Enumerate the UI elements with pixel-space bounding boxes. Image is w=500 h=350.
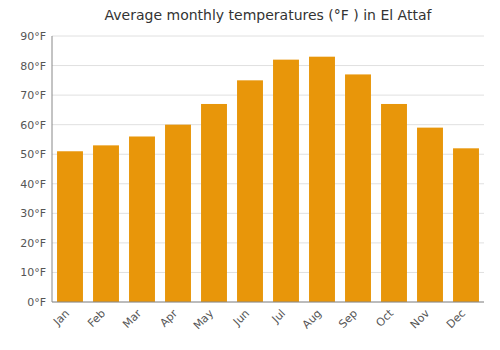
y-tick-label: 30°F (20, 207, 46, 220)
bar (453, 148, 479, 302)
y-tick-label: 50°F (20, 148, 46, 161)
x-tick-label: Nov (408, 307, 433, 332)
grid-line (52, 124, 484, 125)
y-tick-label: 80°F (20, 60, 46, 73)
x-tick-label: Feb (85, 307, 108, 330)
grid-line (52, 302, 484, 303)
grid-line (52, 65, 484, 66)
y-tick-label: 0°F (27, 296, 46, 309)
title: Average monthly temperatures (°F ) in El… (105, 7, 433, 23)
grid-line (52, 36, 484, 37)
bar (309, 57, 335, 302)
chart: Average monthly temperatures (°F ) in El… (0, 0, 500, 350)
y-tick-label: 60°F (20, 119, 46, 132)
x-tick-label: Sep (336, 307, 360, 331)
bar (417, 128, 443, 302)
y-tick-label: 90°F (20, 30, 46, 43)
x-tick-label: Jan (50, 307, 72, 329)
x-tick-label: Dec (444, 307, 468, 331)
bars (57, 57, 479, 302)
bar (237, 80, 263, 302)
grid-line (52, 95, 484, 96)
y-axis (52, 36, 53, 302)
bar (129, 136, 155, 302)
x-tick-label: Oct (373, 306, 396, 329)
bar (201, 104, 227, 302)
bar (93, 145, 119, 302)
bar (273, 60, 299, 302)
x-tick-label: Mar (120, 307, 144, 331)
y-tick-label: 70°F (20, 89, 46, 102)
bar (381, 104, 407, 302)
y-tick-label: 40°F (20, 178, 46, 191)
x-tick-label: Jul (269, 307, 288, 326)
y-tick-label: 10°F (20, 266, 46, 279)
x-tick-label: Apr (157, 307, 180, 330)
x-tick-label: Jun (230, 307, 252, 329)
x-tick-label: Aug (300, 307, 324, 331)
bar (165, 125, 191, 302)
x-axis (52, 302, 484, 303)
x-tick-label: May (191, 307, 217, 333)
y-tick-label: 20°F (20, 237, 46, 250)
bar (57, 151, 83, 302)
bar (345, 74, 371, 302)
